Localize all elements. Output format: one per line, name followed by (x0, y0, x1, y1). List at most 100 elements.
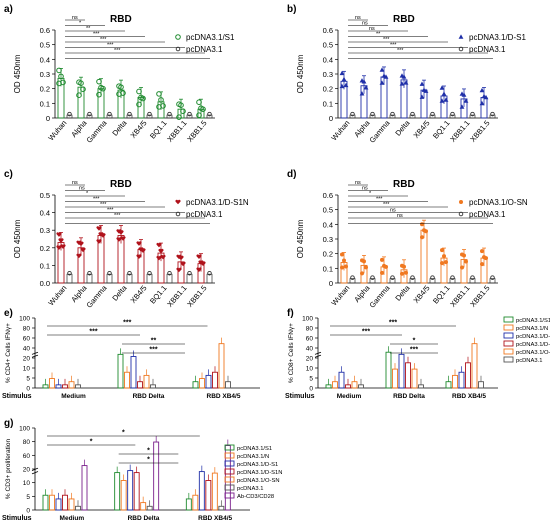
y-tick-label: 0.4 (40, 209, 50, 218)
data-point (56, 232, 62, 237)
bar (465, 362, 471, 389)
data-point (483, 94, 489, 100)
bar (225, 381, 231, 389)
control-point (410, 275, 415, 280)
x-tick-label: Gamma (84, 118, 109, 145)
bar (114, 472, 121, 511)
data-point (343, 82, 349, 88)
control-point (167, 270, 172, 276)
y-tick-label: 40 (306, 346, 314, 353)
bar (351, 381, 358, 389)
bar (117, 353, 124, 389)
control-bar (489, 278, 496, 284)
sig-label: ns (397, 213, 403, 219)
y-tick-label: 20 (23, 356, 31, 363)
y-tick-label: 0 (309, 386, 313, 393)
panel-letter: c) (4, 169, 13, 180)
sig-label: *** (100, 37, 107, 43)
y-tick-label: 60 (23, 453, 31, 460)
control-point (147, 111, 152, 117)
data-point (480, 262, 484, 267)
data-point (200, 106, 206, 112)
sig-label: * (86, 191, 89, 197)
bar (68, 381, 75, 389)
bar (42, 494, 49, 511)
bar (325, 384, 332, 389)
control-point (187, 111, 192, 117)
sig-label: *** (93, 197, 100, 203)
data-point (176, 114, 182, 120)
y-tick-label: 20 (306, 356, 314, 363)
data-point (76, 92, 82, 98)
control-point (67, 111, 72, 117)
data-point (80, 247, 86, 253)
data-point (116, 91, 122, 97)
legend-label: pcDNA3.1/D-S1N (516, 342, 550, 348)
data-point (440, 248, 444, 253)
data-point (442, 254, 446, 259)
control-bar (449, 278, 456, 284)
data-point (463, 98, 469, 103)
data-point (480, 249, 484, 254)
stimulus-label: Stimulus (2, 393, 32, 400)
data-point (80, 86, 86, 92)
y-tick-label: 0 (329, 279, 333, 288)
data-point (100, 85, 106, 92)
group-label: RBD XB4/5 (452, 393, 486, 400)
sig-label: * (79, 21, 82, 27)
sig-label: *** (114, 48, 121, 54)
data-point (76, 253, 82, 259)
bar (185, 498, 192, 511)
legend-label: pcDNA3.1/D-S1 (516, 334, 550, 340)
bar (55, 498, 62, 511)
data-point (56, 67, 62, 74)
control-point (470, 275, 475, 280)
sig-label: * (147, 457, 150, 464)
legend-swatch (224, 468, 235, 475)
bar (198, 471, 205, 511)
sig-label: * (147, 448, 150, 455)
sig-label: *** (383, 202, 390, 208)
panel-title: RBD (110, 14, 132, 25)
y-axis-label: OD 450nm (296, 219, 305, 258)
legend-label: pcDNA3.1/O-SN (469, 198, 528, 207)
y-tick-label: 0 (26, 386, 30, 393)
bar (338, 371, 345, 389)
y-tick-label: 0.2 (323, 85, 333, 94)
control-bar (206, 273, 213, 284)
legend-marker (175, 46, 181, 52)
data-point (359, 91, 365, 96)
control-point (370, 275, 375, 280)
bar (471, 343, 478, 389)
bar (445, 381, 452, 389)
data-point (464, 259, 468, 264)
control-bar (186, 273, 193, 284)
data-point (361, 79, 367, 84)
bar (62, 494, 68, 511)
control-point (350, 275, 355, 280)
control-point (107, 111, 112, 117)
panel-letter: a) (4, 4, 13, 15)
bar (153, 441, 160, 511)
data-point (136, 254, 142, 259)
legend-marker (175, 34, 181, 40)
x-tick-label: XB4/5 (129, 119, 149, 140)
sig-label: * (413, 338, 416, 345)
x-tick-label: XB4/5 (129, 284, 149, 305)
y-tick-label: 0.2 (40, 244, 50, 253)
control-point (147, 270, 152, 276)
bar (478, 381, 484, 389)
axis-break (31, 351, 39, 355)
control-bar (186, 114, 193, 119)
bar (143, 374, 150, 389)
y-tick-label: 0.5 (40, 41, 50, 50)
sig-label: *** (89, 329, 97, 336)
data-point (384, 264, 388, 269)
y-tick-label: 80 (306, 326, 314, 333)
bar (332, 381, 338, 389)
sig-label: ns (72, 180, 78, 186)
data-point (364, 265, 368, 270)
control-point (450, 111, 455, 117)
